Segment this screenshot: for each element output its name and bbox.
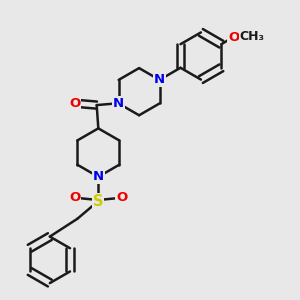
Text: N: N [154,74,165,86]
Text: O: O [228,31,239,44]
Text: S: S [93,194,104,208]
Text: O: O [69,97,80,110]
Text: N: N [93,170,104,183]
Text: O: O [69,191,81,204]
Text: O: O [116,191,127,204]
Text: N: N [113,97,124,110]
Text: CH₃: CH₃ [240,30,265,43]
